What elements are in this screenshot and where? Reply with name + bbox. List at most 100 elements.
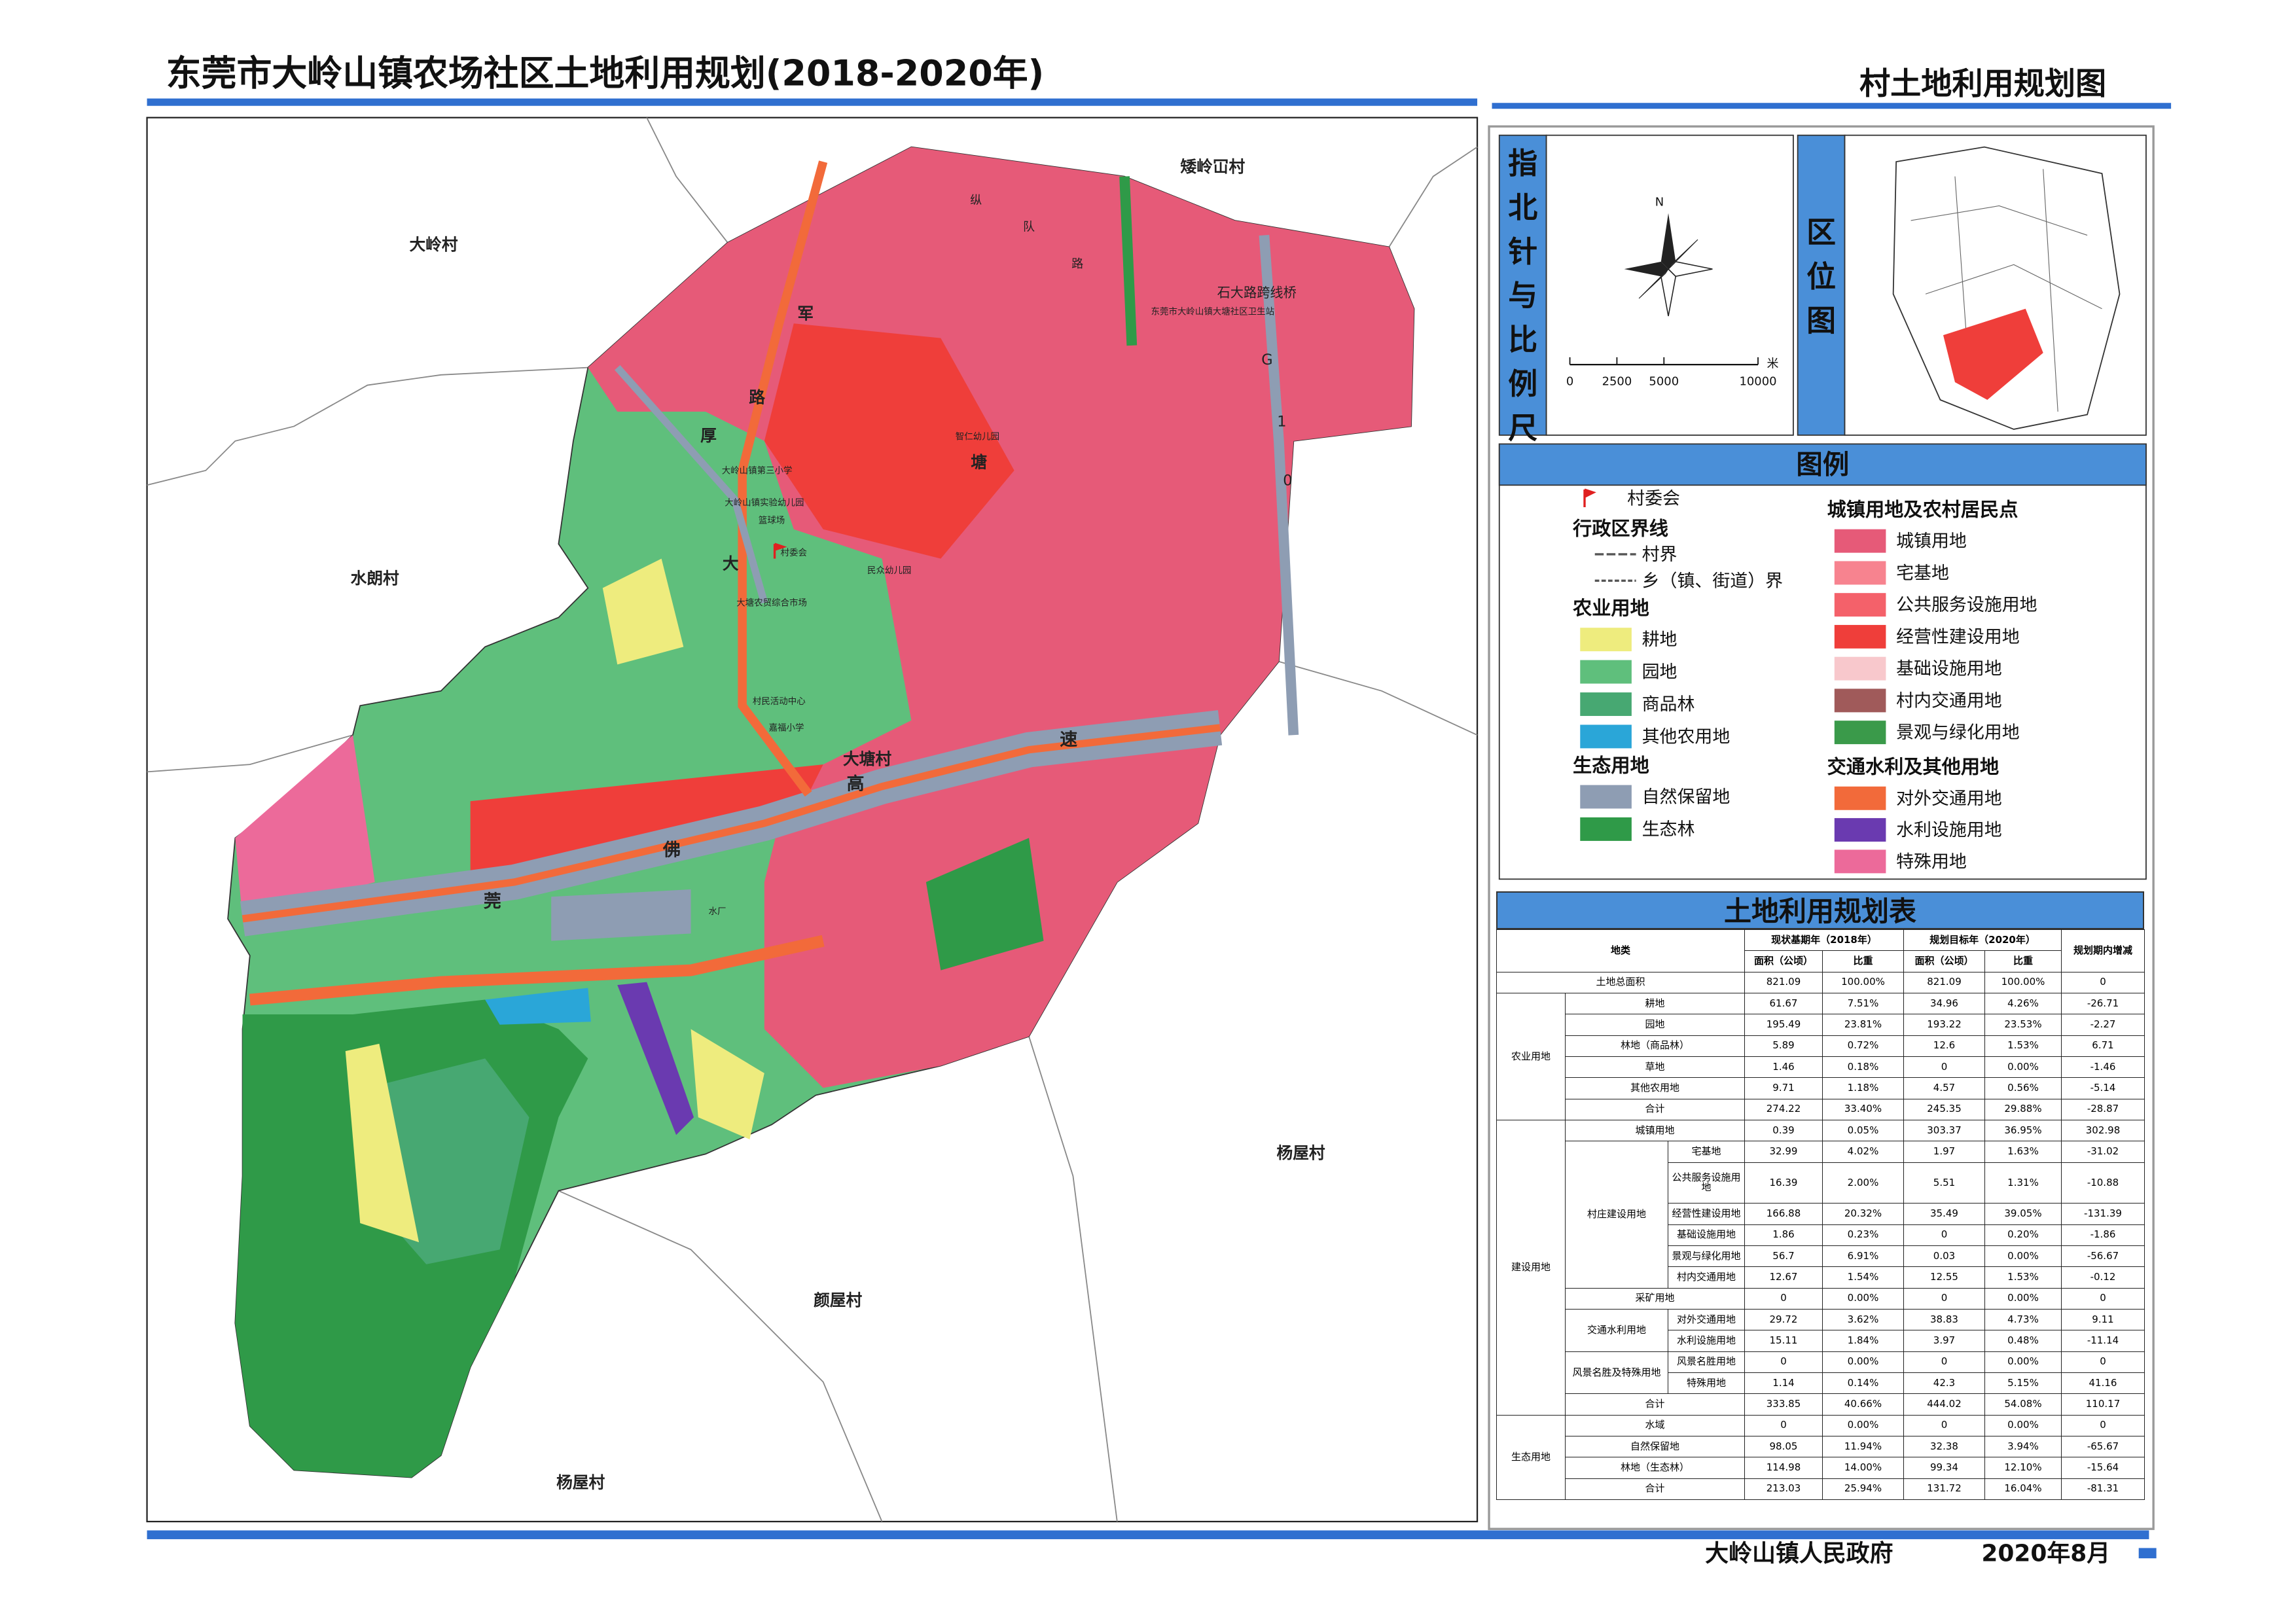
legend-label: 对外交通用地 — [1896, 789, 2002, 809]
map-label: 篮球场 — [759, 516, 785, 526]
legend-heading: 农业用地 — [1572, 597, 1649, 619]
map-label: 大岭村 — [409, 235, 457, 254]
table-cell: 风景名胜及特殊用地 — [1565, 1351, 1668, 1395]
table-cell: 245.35 — [1903, 1098, 1985, 1120]
map-label: 路 — [1071, 257, 1083, 271]
table-cell: 1.63% — [1984, 1141, 2062, 1163]
footer-org: 大岭山镇人民政府 — [1705, 1540, 1893, 1567]
table-cell: 村庄建设用地 — [1565, 1141, 1668, 1289]
table-cell: 1.31% — [1984, 1162, 2062, 1204]
table-cell: -31.02 — [2061, 1141, 2145, 1163]
table-cell: 274.22 — [1744, 1098, 1823, 1120]
legend-label: 商品林 — [1642, 694, 1695, 715]
scale-label: 0 — [1566, 375, 1573, 389]
table-header-cell: 面积（公顷） — [1744, 950, 1823, 972]
table-cell: -0.12 — [2061, 1266, 2145, 1289]
map-label: 速 — [1060, 730, 1077, 750]
table-cell: 村内交通用地 — [1668, 1266, 1745, 1289]
table-cell: 草地 — [1565, 1056, 1745, 1079]
village-boundary — [646, 117, 728, 243]
table-cell: 131.72 — [1903, 1478, 1985, 1501]
table-row: 园地 195.49 23.81% 193.22 23.53% -2.27 — [1497, 1014, 2145, 1036]
footer-mark — [2138, 1548, 2157, 1559]
legend-office-icon — [1583, 488, 1596, 508]
table-cell: 54.08% — [1984, 1393, 2062, 1416]
table-cell: 1.97 — [1903, 1141, 1985, 1163]
legend-label: 自然保留地 — [1642, 787, 1731, 808]
table-cell: 农业用地 — [1496, 992, 1566, 1120]
table-cell: 1.53% — [1984, 1035, 2062, 1057]
legend-swatch — [1580, 817, 1632, 841]
road — [1259, 234, 1299, 736]
legend-label: 乡（镇、街道）界 — [1642, 571, 1783, 591]
table-cell: 0.00% — [1984, 1287, 2062, 1310]
table-cell: 城镇用地 — [1565, 1119, 1745, 1142]
table-cell: 33.40% — [1822, 1098, 1904, 1120]
footer-date: 2020年8月 — [1981, 1541, 2110, 1567]
table-cell: 宅基地 — [1668, 1141, 1745, 1163]
legend-banner — [1498, 443, 2147, 486]
table-cell: 12.10% — [1984, 1457, 2062, 1479]
farmland — [691, 1029, 764, 1139]
table-cell: 35.49 — [1903, 1203, 1985, 1225]
table-cell: 交通水利用地 — [1565, 1308, 1668, 1352]
table-cell: 0 — [1744, 1414, 1823, 1436]
table-cell: 0.00% — [1822, 1287, 1904, 1310]
legend-label: 特殊用地 — [1896, 851, 1967, 872]
table-cell: 4.73% — [1984, 1308, 2062, 1331]
table-cell: 0 — [1744, 1351, 1823, 1373]
sheet-title: 东莞市大岭山镇农场社区土地利用规划(2018-2020年) — [166, 52, 1044, 94]
legend-swatch — [1834, 721, 1886, 745]
legend-swatch — [1834, 624, 1886, 649]
table-cell: 213.03 — [1744, 1478, 1823, 1501]
table-cell: 6.91% — [1822, 1245, 1904, 1268]
farmland — [602, 558, 684, 665]
table-cell: -131.39 — [2061, 1203, 2145, 1225]
map-label: 大 — [723, 554, 739, 573]
compass-rose — [1624, 213, 1713, 317]
table-cell: 合计 — [1565, 1478, 1745, 1501]
table-cell: 12.67 — [1744, 1266, 1823, 1289]
table-cell: -81.31 — [2061, 1478, 2145, 1501]
legend-heading: 城镇用地及农村居民点 — [1827, 498, 2018, 520]
map-label: 水厂 — [709, 906, 726, 917]
legend-label: 公共服务设施用地 — [1896, 595, 2037, 615]
table-cell: 0.05% — [1822, 1119, 1904, 1142]
compass-box — [1545, 134, 1794, 436]
map-label: 村委会 — [781, 548, 807, 558]
table-cell: 0.39 — [1744, 1119, 1823, 1142]
table-cell: 32.38 — [1903, 1435, 1985, 1458]
table-cell: 32.99 — [1744, 1141, 1823, 1163]
table-cell: 4.57 — [1903, 1077, 1985, 1099]
table-cell: 1.54% — [1822, 1266, 1904, 1289]
map-label: 嘉福小学 — [769, 722, 804, 733]
map-label: 1 — [1277, 413, 1286, 430]
table-cell: 建设用地 — [1496, 1119, 1566, 1416]
table-cell: 景观与绿化用地 — [1668, 1245, 1745, 1268]
table-cell: 0.00% — [1984, 1056, 2062, 1079]
table-cell: 合计 — [1565, 1393, 1745, 1416]
table-cell: 耕地 — [1565, 992, 1745, 1015]
table-cell: -26.71 — [2061, 992, 2145, 1015]
compass-title: 指北针与比例尺 — [1508, 146, 1537, 445]
legend-label: 经营性建设用地 — [1896, 627, 2020, 647]
table-cell: 公共服务设施用地 — [1668, 1162, 1745, 1204]
table-cell: 土地总面积 — [1496, 971, 1745, 993]
table-cell: 41.16 — [2061, 1372, 2145, 1395]
map-label: 矮岭冚村 — [1180, 157, 1245, 176]
table-cell: 3.97 — [1903, 1330, 1985, 1352]
table-cell: 333.85 — [1744, 1393, 1823, 1416]
location-highlight — [1943, 308, 2043, 401]
table-cell: 9.11 — [2061, 1308, 2145, 1331]
table-cell: 193.22 — [1903, 1014, 1985, 1036]
table-cell: 25.94% — [1822, 1478, 1904, 1501]
table-row: 土地总面积 821.09 100.00% 821.09 100.00% 0 — [1496, 971, 2145, 993]
map-label: 石大路跨线桥 — [1217, 285, 1297, 300]
table-cell: 29.72 — [1744, 1308, 1823, 1331]
table-cell: 园地 — [1565, 1014, 1745, 1036]
table-row: 农业用地 耕地 61.67 7.51% 34.96 4.26% -26.71 — [1496, 992, 2145, 1120]
table-header-cell: 规划期内增减 — [2061, 929, 2145, 972]
table-cell: 经营性建设用地 — [1668, 1203, 1745, 1225]
table-cell: 1.18% — [1822, 1077, 1904, 1099]
